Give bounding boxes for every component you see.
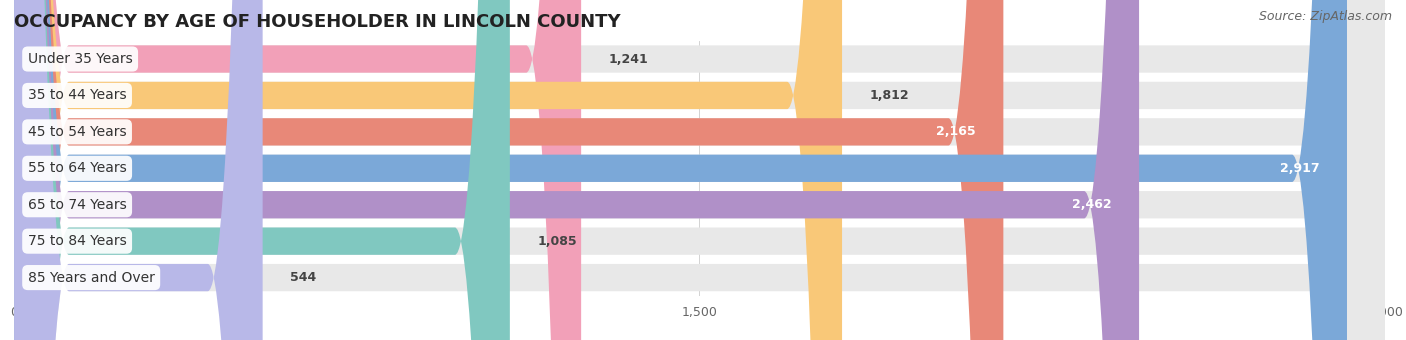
FancyBboxPatch shape [14, 0, 1004, 340]
FancyBboxPatch shape [14, 0, 581, 340]
Text: 85 Years and Over: 85 Years and Over [28, 271, 155, 285]
Text: 35 to 44 Years: 35 to 44 Years [28, 88, 127, 102]
FancyBboxPatch shape [14, 0, 1385, 340]
FancyBboxPatch shape [14, 0, 510, 340]
Text: 1,085: 1,085 [537, 235, 576, 248]
Text: Under 35 Years: Under 35 Years [28, 52, 132, 66]
Text: 45 to 54 Years: 45 to 54 Years [28, 125, 127, 139]
FancyBboxPatch shape [14, 0, 1385, 340]
FancyBboxPatch shape [14, 0, 263, 340]
Text: OCCUPANCY BY AGE OF HOUSEHOLDER IN LINCOLN COUNTY: OCCUPANCY BY AGE OF HOUSEHOLDER IN LINCO… [14, 13, 620, 31]
Text: 65 to 74 Years: 65 to 74 Years [28, 198, 127, 212]
Text: 55 to 64 Years: 55 to 64 Years [28, 161, 127, 175]
Text: 2,165: 2,165 [936, 125, 976, 138]
Text: 544: 544 [290, 271, 316, 284]
FancyBboxPatch shape [14, 0, 1139, 340]
Text: 75 to 84 Years: 75 to 84 Years [28, 234, 127, 248]
FancyBboxPatch shape [14, 0, 1385, 340]
Text: 2,917: 2,917 [1279, 162, 1320, 175]
FancyBboxPatch shape [14, 0, 842, 340]
FancyBboxPatch shape [14, 0, 1385, 340]
FancyBboxPatch shape [14, 0, 1347, 340]
FancyBboxPatch shape [14, 0, 1385, 340]
Text: Source: ZipAtlas.com: Source: ZipAtlas.com [1258, 10, 1392, 23]
Text: 2,462: 2,462 [1071, 198, 1112, 211]
FancyBboxPatch shape [14, 0, 1385, 340]
FancyBboxPatch shape [14, 0, 1385, 340]
Text: 1,241: 1,241 [609, 52, 648, 66]
Text: 1,812: 1,812 [869, 89, 910, 102]
